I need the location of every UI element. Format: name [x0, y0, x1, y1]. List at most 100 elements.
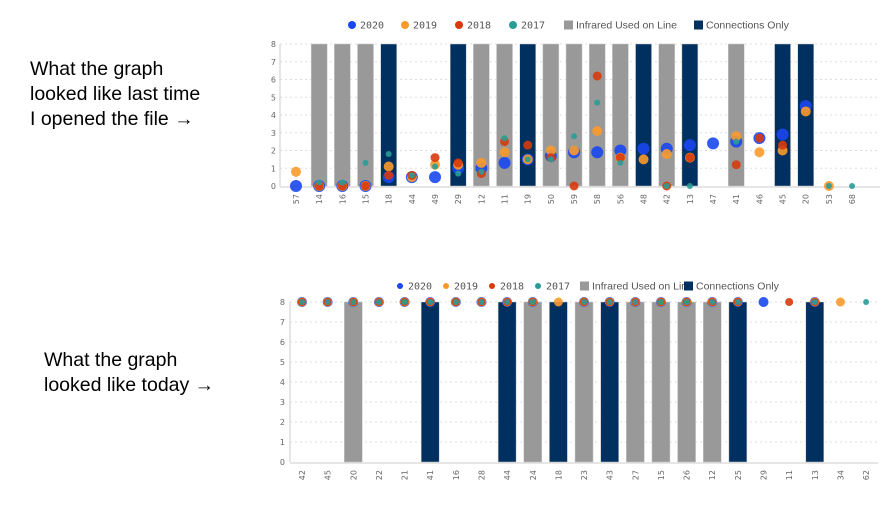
point-2018-56: [615, 153, 625, 163]
point-2017-13: [811, 299, 818, 305]
point-2017-18: [385, 151, 392, 158]
bar-18: [380, 43, 397, 187]
point-2017-16: [339, 179, 346, 186]
point-2018-45: [778, 140, 788, 150]
point-2017-23: [581, 299, 588, 305]
y-tick-label: 3: [271, 129, 276, 138]
point-2020-49: [429, 171, 442, 184]
y-tick-label: 5: [271, 93, 276, 102]
bar-26: [677, 301, 696, 463]
x-tick-label: 16: [452, 470, 461, 480]
point-2018-49: [430, 153, 440, 163]
bar-25: [728, 301, 748, 463]
x-tick-label: 58: [593, 194, 602, 204]
x-tick-label: 25: [734, 470, 743, 480]
y-tick-label: 5: [280, 358, 285, 367]
x-tick-label: 42: [298, 470, 307, 480]
x-tick-label: 18: [554, 470, 563, 480]
y-tick-label: 1: [271, 164, 276, 173]
point-2017-29: [455, 170, 462, 177]
legend-marker-2017: [509, 21, 517, 29]
x-tick-label: 50: [547, 194, 556, 204]
x-tick-label: 15: [657, 470, 666, 480]
point-2020-13: [683, 139, 696, 152]
x-tick-label: 11: [501, 194, 510, 204]
x-tick-label: 62: [862, 470, 871, 480]
x-tick-label: 26: [683, 470, 692, 480]
legend-label: Infrared Used on Line: [576, 20, 677, 32]
point-2017-20: [350, 299, 357, 305]
point-2017-50: [547, 156, 554, 163]
x-tick-label: 16: [338, 194, 347, 204]
y-tick-label: 8: [271, 40, 276, 49]
bar-41: [420, 301, 440, 463]
x-tick-label: 12: [477, 194, 486, 204]
point-2017-44: [504, 299, 511, 305]
x-tick-label: 47: [709, 194, 718, 204]
point-2017-27: [632, 299, 639, 305]
point-2017-21: [401, 299, 408, 305]
point-2017-19: [524, 156, 531, 163]
point-2020-45: [776, 128, 789, 141]
legend-marker-2017: [535, 283, 541, 289]
x-tick-label: 21: [401, 470, 410, 480]
point-2019-57: [291, 166, 301, 177]
point-2020-29: [758, 297, 769, 307]
caption-after: What the graph looked like today →: [44, 349, 215, 396]
point-2018-11: [785, 298, 794, 306]
legend-label: 2019: [454, 282, 478, 293]
point-2017-43: [606, 299, 613, 305]
legend-label: 2017: [521, 21, 545, 32]
point-2017-58: [594, 99, 601, 106]
x-tick-label: 12: [708, 470, 717, 480]
y-tick-label: 1: [280, 438, 285, 447]
x-tick-label: 13: [811, 470, 820, 480]
point-2019-46: [754, 147, 765, 158]
x-tick-label: 29: [760, 470, 769, 480]
x-tick-label: 44: [503, 470, 512, 480]
x-tick-label: 24: [529, 470, 538, 480]
point-2017-15: [362, 159, 369, 166]
point-2019-58: [592, 125, 603, 136]
bar-27: [626, 301, 645, 463]
point-2019-50: [545, 145, 556, 156]
bar-15: [651, 301, 671, 463]
bar-42: [658, 43, 675, 187]
legend-marker-connections-only: [694, 20, 703, 30]
x-tick-label: 68: [848, 194, 857, 204]
x-tick-label: 13: [686, 194, 695, 204]
point-2017-56: [617, 159, 624, 166]
bar-13: [805, 301, 825, 463]
bar-43: [600, 301, 619, 463]
legend-label: 2020: [408, 282, 432, 293]
x-tick-label: 43: [606, 470, 615, 480]
y-tick-label: 2: [271, 147, 276, 156]
point-2017-28: [478, 299, 485, 305]
bar-50: [542, 43, 560, 187]
x-tick-label: 20: [802, 194, 811, 204]
x-tick-label: 41: [732, 194, 741, 204]
y-tick-label: 0: [280, 458, 285, 467]
point-2019-20: [800, 106, 811, 117]
x-tick-label: 56: [616, 194, 625, 204]
legend-label: 2018: [467, 21, 491, 32]
x-tick-label: 11: [785, 470, 794, 480]
x-tick-label: 57: [292, 194, 301, 204]
x-tick-label: 22: [375, 470, 384, 480]
bar-29: [449, 43, 467, 187]
y-tick-label: 2: [280, 418, 285, 427]
point-2017-68: [849, 183, 856, 189]
bar-44: [497, 301, 517, 463]
point-2020-57: [290, 180, 302, 192]
point-2017-25: [734, 299, 741, 305]
point-2018-29: [453, 158, 463, 168]
point-2019-11: [499, 147, 510, 158]
point-2017-26: [683, 299, 690, 305]
point-2019-42: [661, 149, 672, 160]
point-2017-42: [663, 183, 670, 189]
bar-58: [588, 43, 606, 187]
point-2019-41: [731, 131, 742, 142]
bar-14: [310, 43, 328, 187]
x-tick-label: 14: [315, 194, 324, 204]
